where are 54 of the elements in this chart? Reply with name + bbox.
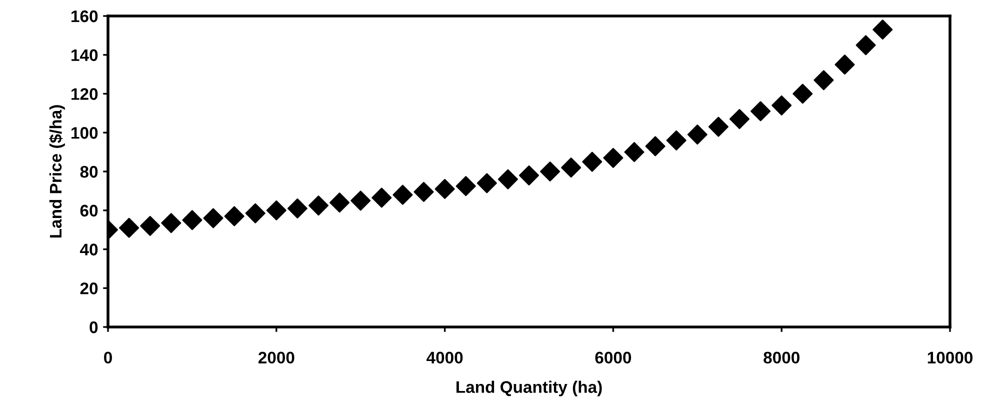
point [203,208,224,228]
point [729,109,750,130]
point [456,176,476,196]
point [834,54,855,75]
x-tick-label: 4000 [426,352,463,364]
point [561,158,582,178]
point [772,95,792,116]
x-axis-title: Land Quantity (ha) [456,380,602,396]
y-tick-label: 140 [72,49,98,62]
y-tick-label: 60 [80,204,98,217]
point [119,218,140,238]
point [666,130,686,150]
point [224,206,244,226]
y-tick-label: 40 [80,244,98,256]
x-tick-label: 8000 [764,352,800,364]
point [287,198,308,218]
point [392,184,413,205]
point [856,35,876,56]
point [330,192,350,213]
point [308,196,329,216]
point [498,169,518,190]
point [414,182,434,202]
point [624,142,644,162]
point [750,101,771,122]
y-tick-label: 80 [80,166,98,178]
x-tick-label: 10000 [928,352,972,364]
point [140,216,160,236]
x-tick-label: 2000 [258,352,294,364]
point [372,188,392,208]
point [814,70,834,90]
y-tick-label: 160 [72,10,98,22]
point [182,210,202,230]
point [792,84,813,104]
point [603,148,624,168]
point [582,152,602,172]
y-tick-label: 20 [80,282,98,294]
y-tick-label: 0 [90,321,98,334]
point [518,165,540,186]
point [476,173,497,194]
x-tick-label: 0 [104,352,112,364]
point [872,20,893,40]
point [540,161,560,182]
x-tick-label: 6000 [595,352,632,364]
point [434,178,455,200]
point [245,203,266,224]
point [687,124,708,145]
y-tick-label: 120 [72,88,98,100]
point [708,116,728,137]
point [645,136,666,156]
point [350,190,371,211]
point [266,200,286,220]
y-axis-title: Land Price ($/ha) [49,105,65,238]
point [161,213,182,234]
y-tick-label: 100 [72,127,98,139]
